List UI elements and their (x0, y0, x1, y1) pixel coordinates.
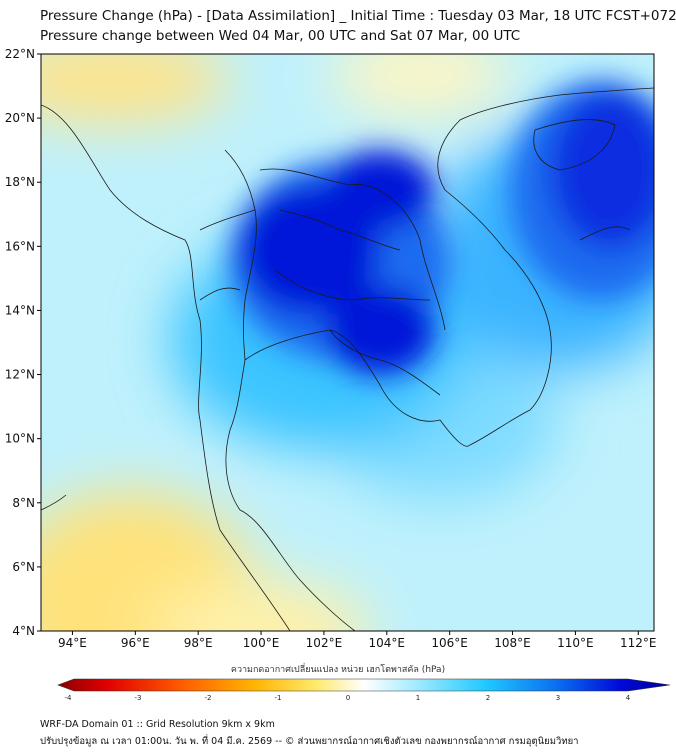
colorbar-tick-label: -3 (135, 694, 142, 702)
lon-tick-label: 104°E (369, 636, 406, 650)
lon-tick-label: 106°E (431, 636, 468, 650)
latitude-axis: 22°N 20°N 18°N 16°N 14°N 12°N 10°N 8°N 6°N 4°N (5, 47, 41, 638)
lon-tick-label: 96°E (121, 636, 150, 650)
colorbar-ramp (57, 678, 671, 692)
colorbar-ticks: -4 -3 -2 -1 0 1 2 3 4 (65, 694, 631, 702)
lat-tick-label: 8°N (12, 496, 35, 510)
update-info: ปรับปรุงข้อมูล ณ เวลา 01:00น. วัน พ. ที่… (40, 736, 579, 747)
lat-tick-label: 20°N (5, 111, 35, 125)
lon-tick-label: 112°E (620, 636, 657, 650)
lon-tick-label: 110°E (557, 636, 594, 650)
lon-tick-label: 102°E (306, 636, 343, 650)
lon-tick-label: 98°E (184, 636, 213, 650)
colorbar-tick-label: 1 (416, 694, 420, 702)
map-subtitle: Pressure change between Wed 04 Mar, 00 U… (40, 28, 521, 44)
model-info: WRF-DA Domain 01 :: Grid Resolution 9km … (40, 719, 275, 730)
lat-tick-label: 22°N (5, 47, 35, 61)
lat-tick-label: 6°N (12, 560, 35, 574)
lat-tick-label: 16°N (5, 239, 35, 253)
coastlines-and-borders (41, 87, 654, 631)
colorbar-tick-label: -1 (275, 694, 282, 702)
colorbar-tick-label: -2 (205, 694, 212, 702)
colorbar-tick-label: 2 (486, 694, 490, 702)
colorbar-tick-label: 3 (556, 694, 560, 702)
map-title: Pressure Change (hPa) - [Data Assimilati… (40, 8, 676, 24)
lon-tick-label: 94°E (58, 636, 87, 650)
colorbar: -4 -3 -2 -1 0 1 2 3 4 (57, 678, 671, 702)
colorbar-tick-label: 0 (346, 694, 350, 702)
lat-tick-label: 10°N (5, 432, 35, 446)
lon-tick-label: 100°E (243, 636, 280, 650)
longitude-axis: 94°E 96°E 98°E 100°E 102°E 104°E 106°E 108°E 110… (58, 631, 657, 650)
lat-tick-label: 18°N (5, 175, 35, 189)
lat-tick-label: 4°N (12, 624, 35, 638)
plot-frame (40, 53, 655, 632)
lat-tick-label: 12°N (5, 368, 35, 382)
lon-tick-label: 108°E (494, 636, 531, 650)
colorbar-label: ความกดอากาศเปลี่ยนแปลง หน่วย เฮกโตพาสคัล… (230, 665, 446, 675)
lat-tick-label: 14°N (5, 303, 35, 317)
pressure-field (41, 54, 654, 631)
colorbar-tick-label: 4 (626, 694, 631, 702)
colorbar-tick-label: -4 (65, 694, 73, 702)
